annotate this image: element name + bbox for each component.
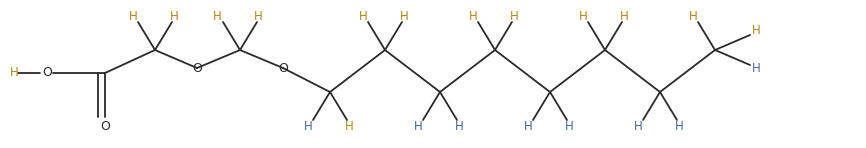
Text: H: H xyxy=(752,24,760,37)
Text: H: H xyxy=(688,9,697,22)
Text: H: H xyxy=(359,9,367,22)
Text: H: H xyxy=(414,120,423,133)
Text: H: H xyxy=(170,9,178,22)
Text: H: H xyxy=(620,9,629,22)
Text: H: H xyxy=(10,66,18,79)
Text: O: O xyxy=(100,120,110,133)
Text: H: H xyxy=(565,120,573,133)
Text: H: H xyxy=(345,120,353,133)
Text: H: H xyxy=(752,62,760,74)
Text: O: O xyxy=(278,62,288,74)
Text: H: H xyxy=(578,9,587,22)
Text: O: O xyxy=(42,66,52,78)
Text: H: H xyxy=(675,120,683,133)
Text: H: H xyxy=(213,9,222,22)
Text: H: H xyxy=(254,9,262,22)
Text: H: H xyxy=(304,120,313,133)
Text: H: H xyxy=(509,9,519,22)
Text: H: H xyxy=(455,120,463,133)
Text: H: H xyxy=(524,120,533,133)
Text: H: H xyxy=(634,120,643,133)
Text: H: H xyxy=(129,9,138,22)
Text: H: H xyxy=(399,9,409,22)
Text: H: H xyxy=(469,9,477,22)
Text: O: O xyxy=(192,62,202,74)
